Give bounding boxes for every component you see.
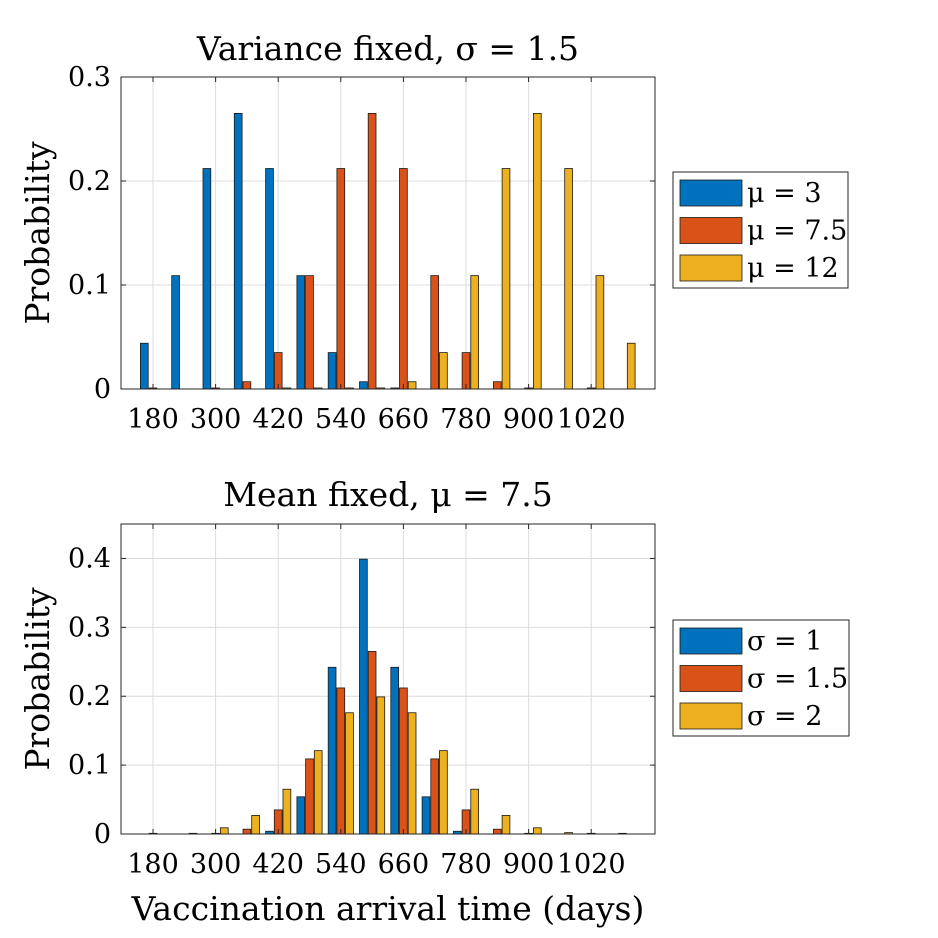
axes-box <box>120 523 656 835</box>
bar <box>439 750 448 835</box>
bar <box>564 168 573 390</box>
plot-area <box>121 524 655 834</box>
x-tick-label: 660 <box>378 849 430 880</box>
bar <box>399 168 408 390</box>
y-axis-label: Probability <box>18 587 57 771</box>
bar <box>345 712 354 835</box>
bar <box>327 352 337 390</box>
x-tick-label: 900 <box>503 849 555 880</box>
bar <box>390 666 399 835</box>
bar <box>336 168 346 390</box>
bar <box>492 828 502 835</box>
bar <box>359 381 368 390</box>
plot-area <box>121 77 655 389</box>
bar <box>439 352 448 390</box>
bar <box>501 815 511 835</box>
y-tick-label: 0.1 <box>68 270 111 301</box>
legend: μ = 3 μ = 7.5 μ = 12 <box>672 171 849 289</box>
legend-label: μ = 12 <box>747 253 839 284</box>
legend-label: σ = 2 <box>747 701 822 732</box>
legend-label: μ = 3 <box>747 178 822 209</box>
bar <box>367 651 377 835</box>
y-tick-label: 0.1 <box>68 750 111 781</box>
bar <box>470 275 479 390</box>
y-tick-label: 0.2 <box>68 681 111 712</box>
legend-swatch <box>679 217 743 244</box>
bar <box>296 796 306 835</box>
bar <box>273 352 283 390</box>
legend: σ = 1 σ = 1.5 σ = 2 <box>672 619 850 737</box>
bar <box>407 381 417 390</box>
x-tick-label: 1020 <box>557 404 626 435</box>
x-axis-label: Vaccination arrival time (days) <box>131 889 645 928</box>
bar <box>533 113 542 390</box>
bar <box>533 827 542 835</box>
bar <box>376 696 386 835</box>
x-tick-label: 780 <box>440 404 492 435</box>
x-tick-label: 1020 <box>557 849 626 880</box>
x-tick-label: 900 <box>503 404 555 435</box>
x-tick-label: 180 <box>127 849 179 880</box>
x-tick-label: 420 <box>252 404 304 435</box>
legend-swatch <box>679 179 743 207</box>
bar <box>171 275 180 390</box>
x-tick-label: 780 <box>440 849 492 880</box>
bar <box>251 815 260 835</box>
bar <box>492 381 502 390</box>
x-tick-label: 660 <box>378 404 430 435</box>
bar <box>407 712 417 835</box>
y-tick-label: 0.4 <box>68 543 111 574</box>
legend-swatch <box>679 702 743 730</box>
bar <box>595 275 605 390</box>
bar <box>242 828 252 835</box>
chart-title: Mean fixed, μ = 7.5 <box>223 475 553 514</box>
bar <box>430 275 439 390</box>
chart-title: Variance fixed, σ = 1.5 <box>196 29 579 68</box>
y-tick-label: 0 <box>94 374 111 405</box>
x-tick-label: 300 <box>190 849 242 880</box>
y-tick-label: 0.3 <box>68 612 111 643</box>
bar <box>470 788 479 835</box>
bar <box>421 796 431 835</box>
bar <box>305 758 314 835</box>
bar <box>202 168 212 390</box>
x-tick-label: 420 <box>252 849 304 880</box>
chart-panel-2: 180 300 420 540 660 780 900 1020 0 0.1 0.2 0.3 0.4 Me… <box>18 475 850 928</box>
legend-swatch <box>679 254 743 282</box>
bar <box>501 168 511 390</box>
legend-swatch <box>679 627 743 655</box>
bar <box>430 758 439 835</box>
legend-label: σ = 1 <box>747 626 822 657</box>
bar <box>327 666 337 835</box>
bar <box>461 352 471 390</box>
bar <box>219 827 229 835</box>
y-tick-label: 0.2 <box>68 166 111 197</box>
bar <box>233 113 243 390</box>
bar <box>242 381 252 390</box>
bar <box>265 168 274 390</box>
y-tick-label: 0.3 <box>68 62 111 93</box>
x-tick-label: 540 <box>315 404 367 435</box>
x-tick-label: 300 <box>190 404 242 435</box>
legend-label: σ = 1.5 <box>747 664 848 695</box>
bar <box>296 275 306 390</box>
bar <box>282 788 292 835</box>
bar <box>313 750 323 835</box>
x-tick-label: 540 <box>315 849 367 880</box>
legend-label: μ = 7.5 <box>747 216 847 247</box>
bar <box>367 113 377 390</box>
x-tick-label: 180 <box>127 404 179 435</box>
y-axis-label: Probability <box>18 141 57 325</box>
bar <box>305 275 314 390</box>
bar <box>626 342 636 390</box>
bar <box>359 558 368 835</box>
bar <box>399 687 408 835</box>
chart-panel-1: 180 300 420 540 660 780 900 1020 0 0.1 0.2 0.3 Varia… <box>18 29 849 435</box>
bar <box>336 687 346 835</box>
legend-swatch <box>679 665 743 692</box>
axes-box <box>120 76 656 390</box>
bar <box>139 342 149 390</box>
y-tick-label: 0 <box>94 819 111 850</box>
